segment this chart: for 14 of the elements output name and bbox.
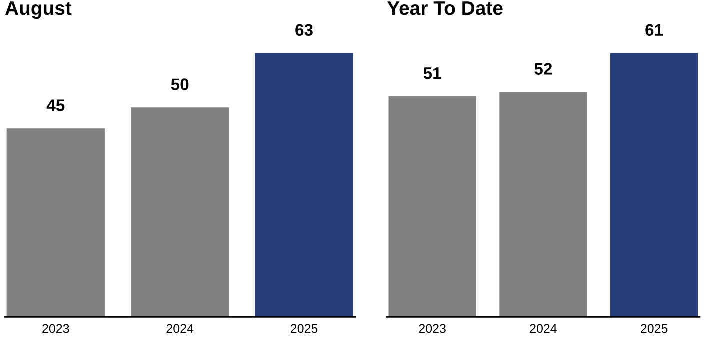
x-tick-label: 2023 — [419, 324, 446, 334]
x-tick-label: 2024 — [166, 324, 194, 334]
data-label: 51 — [424, 68, 442, 80]
data-label: 45 — [46, 100, 65, 112]
chart-title: Year To Date — [387, 2, 503, 16]
data-label: 61 — [646, 24, 664, 36]
data-label: 50 — [171, 78, 189, 90]
x-tick-label: 2025 — [641, 324, 668, 334]
x-tick-label: 2025 — [291, 324, 318, 334]
x-tick-label: 2024 — [530, 324, 557, 334]
data-label: 63 — [296, 24, 313, 36]
chart-title: August — [5, 2, 72, 20]
data-label: 52 — [534, 63, 552, 75]
x-tick-label: 2023 — [42, 324, 70, 334]
